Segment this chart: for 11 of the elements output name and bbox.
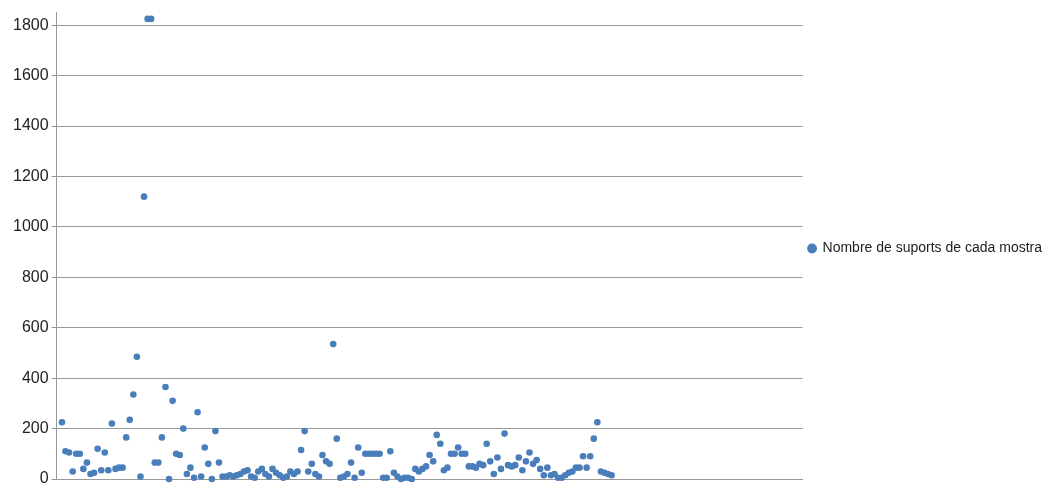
y-tick-label: 0 — [39, 469, 49, 487]
y-tick-label: 1200 — [13, 166, 49, 184]
legend-label: Nombre de suports de cada mostra — [822, 239, 1043, 256]
y-tick-label: 200 — [21, 418, 49, 436]
y-tick-label: 600 — [21, 318, 49, 336]
y-tick-label: 1000 — [13, 217, 49, 235]
y-tick-label: 800 — [21, 267, 49, 285]
y-tick-label: 1600 — [13, 66, 49, 84]
y-tick-label: 1800 — [13, 15, 49, 33]
y-tick-label: 1400 — [13, 116, 49, 134]
y-tick-label: 400 — [21, 368, 49, 386]
